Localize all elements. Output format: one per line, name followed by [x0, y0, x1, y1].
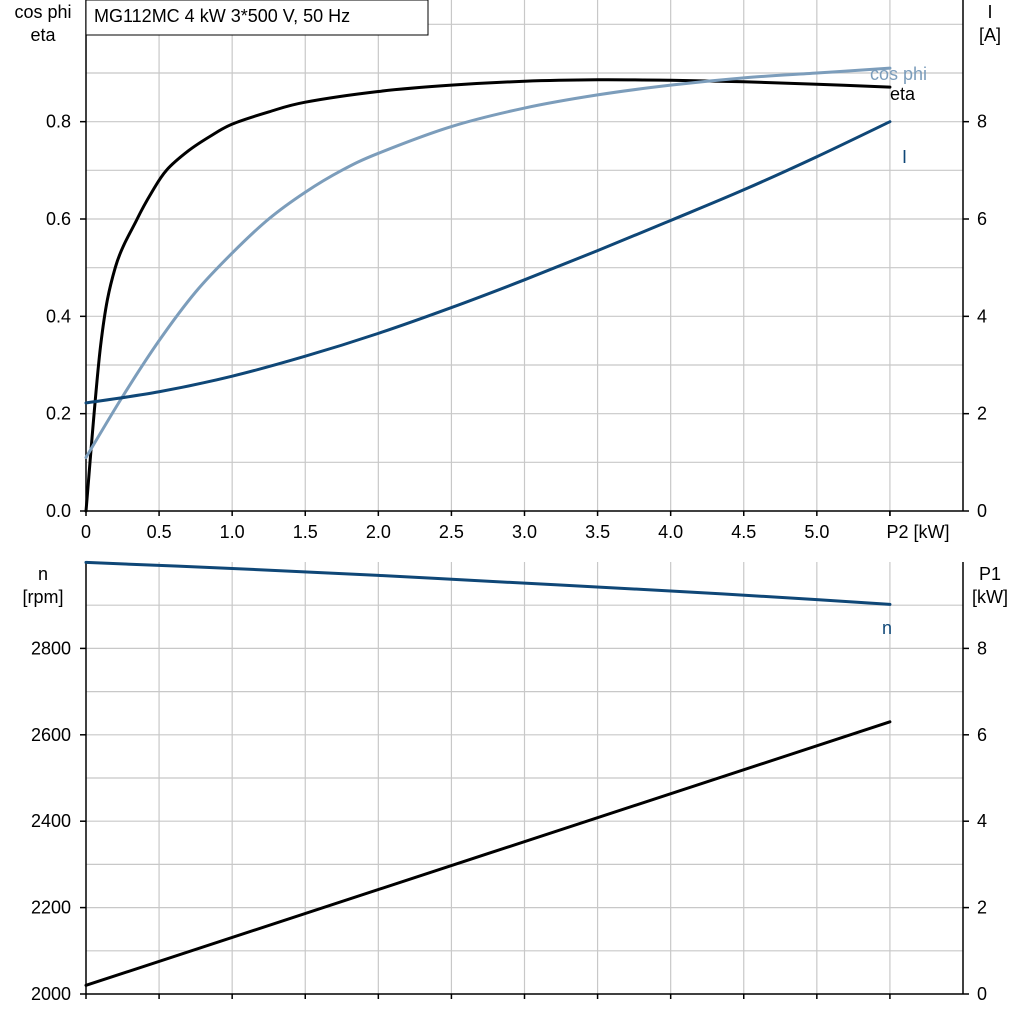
x-tick-label: 2.0 — [366, 522, 391, 542]
y-left-tick-label: 2600 — [31, 725, 71, 745]
speed-series-label: n — [882, 618, 892, 638]
eta-series — [84, 78, 892, 513]
y-left-tick-label: 0.2 — [46, 404, 71, 424]
x-tick-label: 0.5 — [147, 522, 172, 542]
top-chart: 0.0 0.2 0.4 0.6 0.8 0 2 4 6 8 0 0.5 1.0 1.5 2.0 2.5 3.0 3… — [14, 0, 1001, 542]
y-right-tick-label: 0 — [977, 984, 987, 1004]
y-right-title-line1: I — [987, 2, 992, 22]
chart-title: MG112MC 4 kW 3*500 V, 50 Hz — [94, 6, 350, 26]
x-tick-label: 5.0 — [804, 522, 829, 542]
x-tick-label: 2.5 — [439, 522, 464, 542]
x-tick-label: 3.0 — [512, 522, 537, 542]
y-left-tick-label: 2200 — [31, 898, 71, 918]
cosphi-series — [84, 66, 892, 459]
y-right-title-line1: P1 — [979, 564, 1001, 584]
y-right-tick-label: 6 — [977, 725, 987, 745]
x-tick-label: 4.0 — [658, 522, 683, 542]
grid — [86, 0, 963, 511]
y-left-title-line2: [rpm] — [22, 587, 63, 607]
p1-series — [84, 720, 892, 987]
y-left-tick-label: 2400 — [31, 811, 71, 831]
y-right-title-line2: [kW] — [972, 587, 1008, 607]
current-series — [84, 120, 892, 405]
grid — [86, 562, 963, 994]
y-left-title-line1: cos phi — [14, 2, 71, 22]
y-left-tick-label: 0.0 — [46, 501, 71, 521]
cosphi-series-label: cos phi — [870, 64, 927, 84]
y-right-tick-label: 0 — [977, 501, 987, 521]
eta-series-label: eta — [890, 84, 916, 104]
y-left-tick-label: 0.4 — [46, 306, 71, 326]
x-tick-label: 1.0 — [220, 522, 245, 542]
y-left-tick-label: 0.8 — [46, 112, 71, 132]
y-right-tick-label: 2 — [977, 404, 987, 424]
x-tick-label: 1.5 — [293, 522, 318, 542]
y-right-tick-label: 2 — [977, 898, 987, 918]
y-right-title-line2: [A] — [979, 25, 1001, 45]
title-box: MG112MC 4 kW 3*500 V, 50 Hz — [85, 0, 429, 36]
y-right-tick-label: 8 — [977, 112, 987, 132]
y-right-tick-label: 4 — [977, 811, 987, 831]
y-right-tick-label: 4 — [977, 306, 987, 326]
y-left-tick-label: 0.6 — [46, 209, 71, 229]
x-axis-label: P2 [kW] — [886, 522, 949, 542]
x-tick-label: 3.5 — [585, 522, 610, 542]
speed-series — [84, 560, 892, 606]
y-left-tick-label: 2000 — [31, 984, 71, 1004]
current-series-label: I — [902, 147, 907, 167]
y-left-title-line1: n — [38, 564, 48, 584]
x-tick-label: 4.5 — [731, 522, 756, 542]
y-left-title-line2: eta — [30, 25, 56, 45]
y-left-tick-label: 2800 — [31, 638, 71, 658]
y-right-tick-label: 8 — [977, 638, 987, 658]
x-tick-label: 0 — [81, 522, 91, 542]
y-right-tick-label: 6 — [977, 209, 987, 229]
bottom-chart: 2000 2200 2400 2600 2800 0 2 4 6 8 n [rpm] P1 [kW] n — [22, 560, 1008, 1004]
